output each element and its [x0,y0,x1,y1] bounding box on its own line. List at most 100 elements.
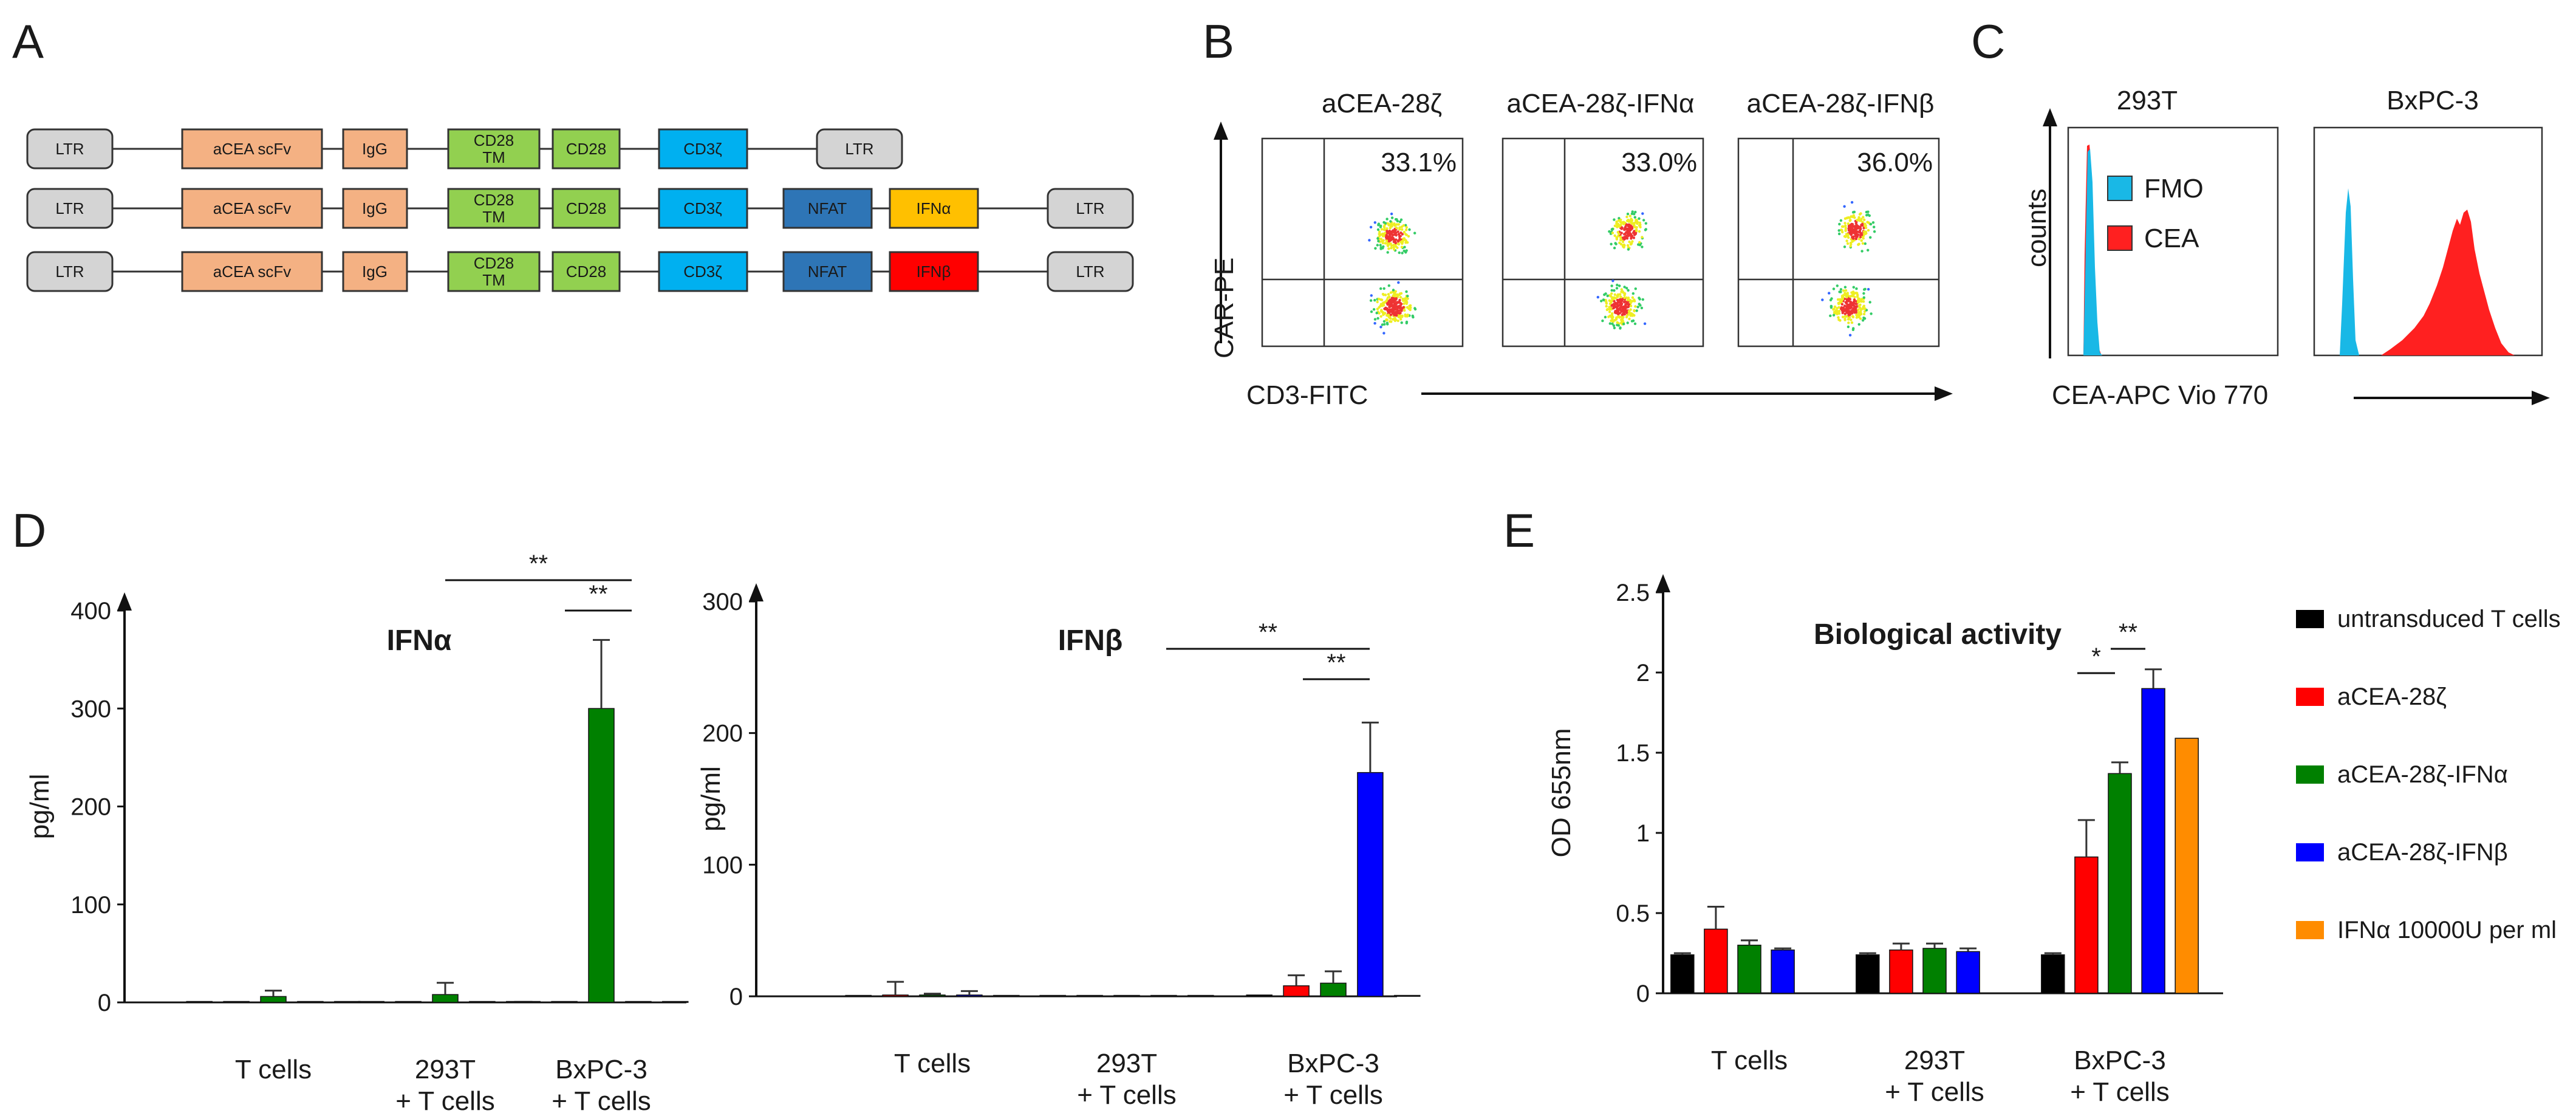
fmo-peak [2340,188,2359,355]
nfat-label: NFAT [808,199,847,217]
event-dot [1612,298,1615,301]
event-dot [1636,306,1639,309]
cd28-label: CD28 [566,140,606,158]
event-dot [1613,247,1616,250]
bar [1113,994,1140,997]
cd3z-box [658,251,748,292]
nfat-label: NFAT [808,262,847,281]
event-dot [1851,328,1855,331]
event-dot [1618,217,1621,220]
event-dot [1613,234,1616,238]
legend-label: aCEA-28ζ-IFNα [2337,761,2508,788]
cd28tm-box [447,188,541,229]
event-dot [1862,227,1865,230]
event-dot [1848,310,1851,313]
event-dot [1616,308,1619,312]
chart-title: IFNβ [1058,625,1123,657]
construct-diagram: LTR aCEA scFv IgG CD28 TM CD28 CD3ζ LTR … [26,128,1134,292]
event-dot [1614,312,1618,315]
event-dot [1630,217,1633,221]
event-dot [1638,230,1641,233]
event-dot [1396,230,1399,233]
event-dot [1859,227,1862,230]
event-dot [1838,222,1841,226]
event-dot [1621,240,1625,244]
event-dot [1610,228,1613,231]
event-dot [1611,315,1614,318]
event-dot [1624,306,1627,309]
event-dot [1856,293,1859,296]
event-dot [1620,303,1624,306]
bar [1394,994,1421,997]
event-dot [1374,247,1377,250]
event-dot [1845,307,1848,310]
event-dot [1393,248,1396,251]
event-dot [1404,239,1407,242]
event-dot [1409,304,1412,307]
event-dot [1601,319,1604,323]
event-dot [1618,284,1621,287]
event-dot [1630,242,1633,245]
event-dot [1381,312,1385,315]
event-dot [1833,305,1837,309]
y-axis-arrowhead [117,592,132,611]
event-dot [1609,295,1613,298]
event-dot [1851,239,1854,242]
dot-cloud [1821,200,1876,337]
legend-swatch-cea [2107,225,2133,251]
event-dot [1402,302,1406,305]
ifnb-box [889,251,979,292]
event-dot [1622,222,1626,225]
event-dot [1639,223,1642,227]
event-dot [1404,228,1408,231]
event-dot [1613,326,1616,329]
event-dot [1633,213,1636,216]
event-dot [1608,322,1611,325]
bar [223,1001,250,1003]
event-dot [1382,239,1385,242]
event-dot [1843,312,1847,315]
event-dot [1641,298,1644,301]
category-label: + T cells [2070,1077,2169,1107]
event-dot [1860,233,1864,236]
hist-title-2: BxPC-3 [2386,86,2479,115]
event-dot [1398,251,1401,255]
event-dot [1829,314,1832,317]
y-tick-label: 400 [70,598,111,625]
event-dot [1868,214,1871,217]
category-label: + T cells [1885,1077,1984,1107]
event-dot [1641,212,1644,215]
event-dot [1623,286,1626,289]
event-dot [1863,218,1866,221]
event-dot [1854,292,1857,295]
event-dot [1392,296,1395,300]
legend-label: IFNα 10000U per ml [2337,917,2557,943]
cd28tm-box [447,251,541,292]
event-dot [1370,294,1373,297]
event-dot [1373,318,1377,321]
event-dot [1398,300,1401,303]
event-dot [1853,304,1856,307]
event-dot [1633,309,1636,313]
event-dot [1619,315,1622,319]
event-dot [1873,225,1876,228]
y-arrowhead [2043,108,2057,126]
event-dot [1853,216,1856,219]
event-dot [1394,305,1397,308]
event-dot [1628,317,1631,321]
legend-swatch [2296,921,2324,939]
event-dot [1845,295,1848,299]
event-dot [1853,225,1856,228]
event-dot [1837,301,1840,305]
y-tick-label: 0.5 [1616,900,1650,927]
event-dot [1611,322,1614,326]
y-axis-label: pg/ml [696,766,726,832]
event-dot [1619,327,1622,330]
event-dot [1395,297,1398,300]
event-dot [1385,318,1388,322]
event-dot [1390,247,1393,250]
event-dot [1623,292,1627,295]
event-dot [1617,300,1620,303]
plot-title-3: aCEA-28ζ-IFNβ [1747,89,1935,118]
event-dot [1626,244,1630,247]
